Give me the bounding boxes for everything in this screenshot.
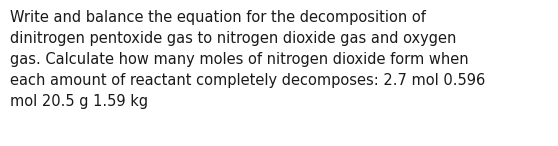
Text: Write and balance the equation for the decomposition of
dinitrogen pentoxide gas: Write and balance the equation for the d… — [10, 10, 485, 109]
